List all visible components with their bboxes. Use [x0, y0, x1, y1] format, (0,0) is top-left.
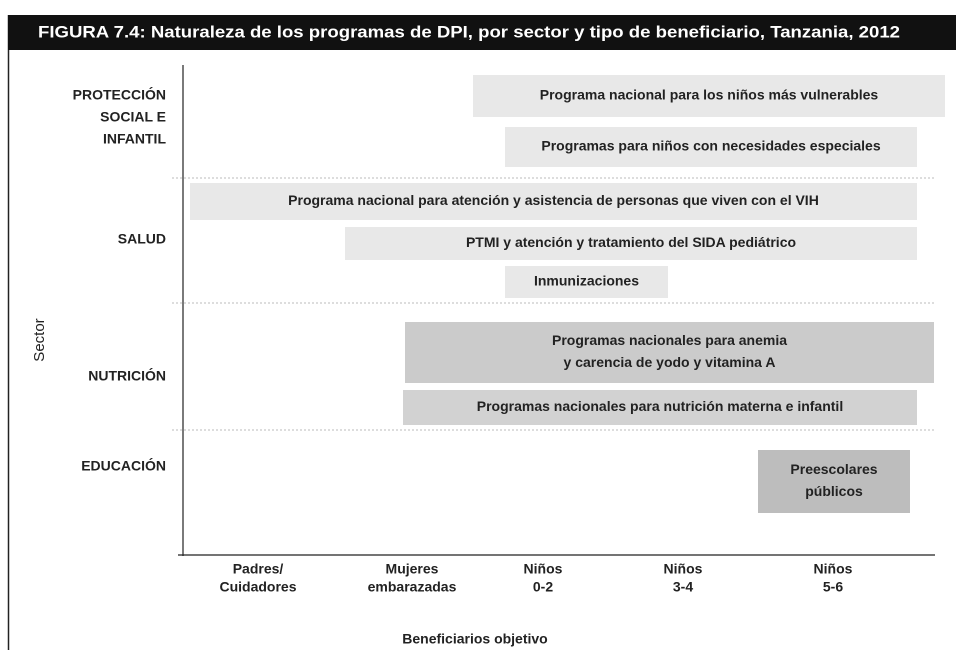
sector-label: SOCIAL E: [100, 109, 166, 125]
program-box: [190, 183, 917, 220]
program-label: Preescolares: [790, 461, 877, 477]
sector-label: PROTECCIÓN: [73, 86, 166, 103]
y-axis-label: Sector: [31, 318, 48, 361]
title-bar: [8, 15, 956, 50]
sector-label: EDUCACIÓN: [81, 457, 166, 474]
program-label: Programa nacional para los niños más vul…: [540, 87, 879, 103]
beneficiary-label: Mujeres: [386, 561, 439, 577]
beneficiary-label: Niños: [814, 561, 853, 577]
beneficiary-label: 0-2: [533, 579, 553, 595]
beneficiary-label: Niños: [664, 561, 703, 577]
beneficiary-label: 5-6: [823, 579, 843, 595]
program-box: [473, 75, 945, 117]
program-label: Programas nacionales para nutrición mate…: [477, 398, 843, 414]
x-axis-label: Beneficiarios objetivo: [402, 631, 547, 647]
program-box: [345, 227, 917, 260]
program-box: [405, 322, 934, 383]
beneficiary-label: 3-4: [673, 579, 693, 595]
program-box: [505, 266, 668, 298]
beneficiary-label: embarazadas: [368, 579, 457, 595]
sector-label: SALUD: [118, 231, 166, 247]
sector-label: NUTRICIÓN: [88, 367, 166, 384]
program-label: Programa nacional para atención y asiste…: [288, 192, 819, 208]
beneficiary-label: Padres/: [233, 561, 284, 577]
program-box: [758, 450, 910, 513]
program-label: y carencia de yodo y vitamina A: [564, 354, 776, 370]
beneficiary-label: Cuidadores: [219, 579, 296, 595]
program-label: públicos: [805, 483, 863, 499]
beneficiary-label: Niños: [524, 561, 563, 577]
program-label: Inmunizaciones: [534, 273, 639, 289]
program-label: PTMI y atención y tratamiento del SIDA p…: [466, 234, 796, 250]
program-box: [403, 390, 917, 425]
program-box: [505, 127, 917, 167]
sector-label: INFANTIL: [103, 131, 166, 147]
title: FIGURA 7.4: Naturaleza de los programas …: [38, 22, 900, 41]
program-label: Programas para niños con necesidades esp…: [541, 138, 880, 154]
program-label: Programas nacionales para anemia: [552, 332, 787, 348]
